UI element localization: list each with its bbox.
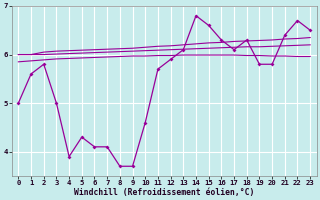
X-axis label: Windchill (Refroidissement éolien,°C): Windchill (Refroidissement éolien,°C)	[74, 188, 254, 197]
